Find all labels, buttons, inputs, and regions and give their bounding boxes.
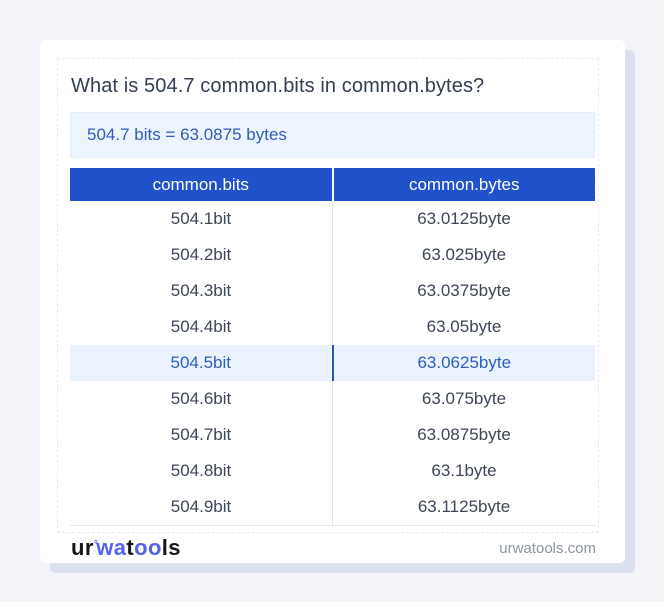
bytes-cell[interactable]: 63.025byte — [421, 245, 507, 264]
table-row[interactable]: 504.6bit 63.075byte — [70, 381, 595, 417]
bits-cell[interactable]: 504.9bit — [70, 489, 333, 525]
urwatools-logo[interactable]: ur°watools — [71, 537, 181, 559]
bytes-cell[interactable]: 63.1125byte — [417, 497, 511, 516]
logo-segment: ls — [161, 535, 181, 560]
bits-cell[interactable]: 504.6bit — [70, 381, 333, 417]
table-row[interactable]: 504.7bit 63.0875byte — [70, 417, 595, 453]
table-row[interactable]: 504.1bit 63.0125byte — [70, 201, 595, 237]
page-title: What is 504.7 common.bits in common.byte… — [71, 75, 485, 97]
table-row[interactable]: 504.3bit 63.0375byte — [70, 273, 595, 309]
table-row-highlighted[interactable]: 504.5bit 63.0625byte — [70, 345, 595, 381]
table-header-row: common.bits common.bytes — [70, 168, 595, 201]
conversion-result-box: 504.7 bits = 63.0875 bytes — [70, 112, 595, 158]
converter-card: What is 504.7 common.bits in common.byte… — [40, 40, 625, 563]
bytes-cell[interactable]: 63.0125byte — [417, 209, 511, 228]
logo-segment: oo — [134, 535, 162, 560]
bits-cell[interactable]: 504.5bit — [70, 345, 334, 381]
bits-cell[interactable]: 504.7bit — [70, 417, 333, 453]
card-footer: ur°watools urwatools.com — [57, 533, 599, 565]
bytes-cell[interactable]: 63.075byte — [421, 389, 507, 408]
logo-degree-mark: ° — [93, 538, 99, 550]
bytes-cell[interactable]: 63.0375byte — [417, 281, 511, 300]
bytes-cell[interactable]: 63.0875byte — [417, 425, 511, 444]
bits-cell[interactable]: 504.2bit — [70, 237, 333, 273]
table-row[interactable]: 504.8bit 63.1byte — [70, 453, 595, 489]
logo-segment: t — [126, 535, 135, 560]
logo-segment: ur — [71, 535, 94, 560]
bytes-cell[interactable]: 63.1byte — [431, 461, 497, 480]
content-area: What is 504.7 common.bits in common.byte… — [57, 58, 599, 533]
column-header-bytes: common.bytes — [408, 174, 520, 194]
bits-cell[interactable]: 504.3bit — [70, 273, 333, 309]
website-url: urwatools.com — [499, 539, 596, 557]
bits-cell[interactable]: 504.4bit — [70, 309, 333, 345]
bits-cell[interactable]: 504.8bit — [70, 453, 333, 489]
bits-cell[interactable]: 504.1bit — [70, 201, 333, 237]
logo-segment: wa — [96, 535, 127, 560]
bytes-cell[interactable]: 63.0625byte — [417, 353, 512, 372]
table-row[interactable]: 504.4bit 63.05byte — [70, 309, 595, 345]
table-row[interactable]: 504.9bit 63.1125byte — [70, 489, 595, 525]
conversion-result-text: 504.7 bits = 63.0875 bytes — [87, 125, 287, 144]
conversion-table: common.bits common.bytes 504.1bit 63.012… — [70, 168, 595, 526]
bytes-cell[interactable]: 63.05byte — [426, 317, 502, 336]
table-row[interactable]: 504.2bit 63.025byte — [70, 237, 595, 273]
column-header-bits: common.bits — [70, 168, 334, 201]
